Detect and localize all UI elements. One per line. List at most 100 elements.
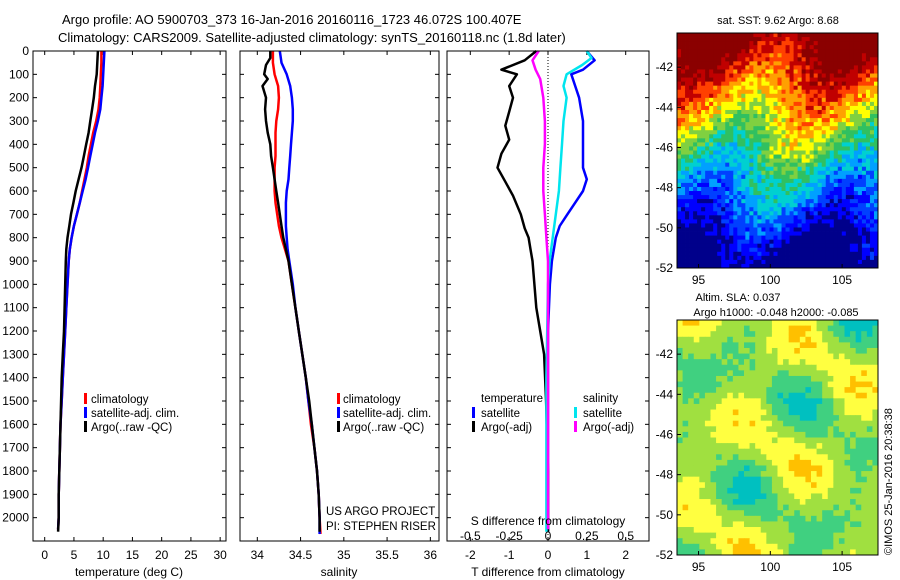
heatmap-cell	[783, 543, 790, 550]
heatmap-cell	[853, 49, 859, 54]
heatmap-cell	[681, 105, 686, 111]
heatmap-cell	[717, 223, 722, 228]
heatmap-cell	[725, 239, 730, 245]
heatmap-cell	[825, 69, 831, 74]
heatmap-cell	[821, 45, 827, 50]
heatmap-cell	[781, 207, 786, 212]
heatmap-cell	[829, 73, 835, 78]
heatmap-cell	[733, 259, 738, 265]
heatmap-cell	[773, 170, 778, 176]
heatmap-cell	[685, 97, 690, 103]
heatmap-cell	[727, 448, 734, 455]
heatmap-cell	[749, 454, 756, 461]
heatmap-cell	[793, 93, 798, 99]
heatmap-cell	[837, 231, 843, 236]
heatmap-cell	[689, 41, 694, 46]
heatmap-cell	[727, 510, 734, 517]
heatmap-cell	[761, 97, 766, 103]
heatmap-cell	[873, 45, 879, 50]
heatmap-cell	[827, 510, 834, 517]
heatmap-cell	[869, 150, 875, 155]
heatmap-cell	[745, 57, 750, 62]
heatmap-cell	[797, 49, 803, 54]
heatmap-cell	[765, 170, 770, 176]
heatmap-cell	[697, 57, 702, 62]
heatmap-cell	[757, 259, 762, 265]
heatmap-cell	[777, 336, 784, 343]
heatmap-cell	[729, 122, 734, 127]
heatmap-cell	[725, 69, 730, 74]
heatmap-cell	[825, 57, 831, 62]
heatmap-cell	[681, 223, 686, 228]
heatmap-cell	[704, 543, 711, 550]
heatmap-cell	[682, 504, 689, 511]
heatmap-cell	[837, 211, 843, 216]
heatmap-cell	[749, 420, 756, 427]
heatmap-cell	[681, 114, 686, 119]
heatmap-cell	[855, 431, 862, 438]
heatmap-cell	[794, 499, 801, 506]
heatmap-cell	[793, 199, 798, 204]
heatmap-cell	[732, 504, 739, 511]
heatmap-cell	[721, 543, 728, 550]
heatmap-cell	[725, 81, 730, 87]
heatmap-cell	[704, 549, 711, 556]
heatmap-cell	[785, 227, 790, 232]
heatmap-cell	[865, 174, 871, 180]
heatmap-cell	[801, 37, 807, 42]
heatmap-cell	[761, 203, 766, 208]
heatmap-cell	[845, 182, 851, 188]
heatmap-cell	[785, 166, 790, 172]
salinity-ticks: 34 34.5 35 35.5 36	[240, 50, 439, 562]
heatmap-cell	[710, 370, 717, 377]
heatmap-cell	[749, 243, 754, 249]
heatmap-cell	[725, 223, 730, 228]
heatmap-cell	[760, 499, 767, 506]
heatmap-cell	[785, 97, 790, 103]
heatmap-cell	[717, 227, 722, 232]
heatmap-cell	[794, 454, 801, 461]
heatmap-cell	[749, 409, 756, 416]
heatmap-cell	[710, 521, 717, 528]
heatmap-cell	[837, 41, 843, 46]
heatmap-cell	[861, 247, 867, 253]
heatmap-cell	[717, 45, 722, 50]
heatmap-cell	[677, 381, 683, 388]
heatmap-cell	[866, 359, 873, 366]
heatmap-cell	[755, 549, 762, 556]
heatmap-cell	[817, 154, 823, 159]
heatmap-cell	[872, 443, 879, 450]
heatmap-cell	[677, 471, 683, 478]
heatmap-cell	[821, 235, 827, 241]
heatmap-cell	[805, 320, 812, 326]
heatmap-cell	[697, 65, 702, 70]
heatmap-cell	[833, 431, 840, 438]
heatmap-cell	[745, 174, 750, 180]
heatmap-cell	[760, 443, 767, 450]
heatmap-cell	[813, 77, 819, 83]
heatmap-cell	[717, 219, 722, 224]
heatmap-cell	[797, 77, 803, 83]
heatmap-cell	[855, 543, 862, 550]
heatmap-cell	[805, 437, 812, 444]
heatmap-cell	[789, 126, 794, 131]
heatmap-cell	[749, 398, 756, 405]
heatmap-cell	[829, 114, 835, 119]
heatmap-cell	[850, 409, 857, 416]
heatmap-cell	[857, 219, 863, 224]
heatmap-cell	[773, 215, 778, 220]
heatmap-cell	[821, 263, 827, 269]
heatmap-cell	[741, 231, 746, 236]
heatmap-cell	[704, 403, 711, 410]
heatmap-cell	[771, 448, 778, 455]
heatmap-cell	[793, 182, 798, 188]
legend-label-climatology: climatology	[91, 394, 149, 406]
heatmap-cell	[833, 33, 839, 38]
heatmap-cell	[781, 235, 786, 241]
heatmap-cell	[793, 150, 798, 155]
heatmap-cell	[755, 398, 762, 405]
heatmap-cell	[716, 403, 723, 410]
heatmap-cell	[693, 521, 700, 528]
heatmap-cell	[844, 325, 851, 332]
heatmap-cell	[817, 33, 823, 38]
